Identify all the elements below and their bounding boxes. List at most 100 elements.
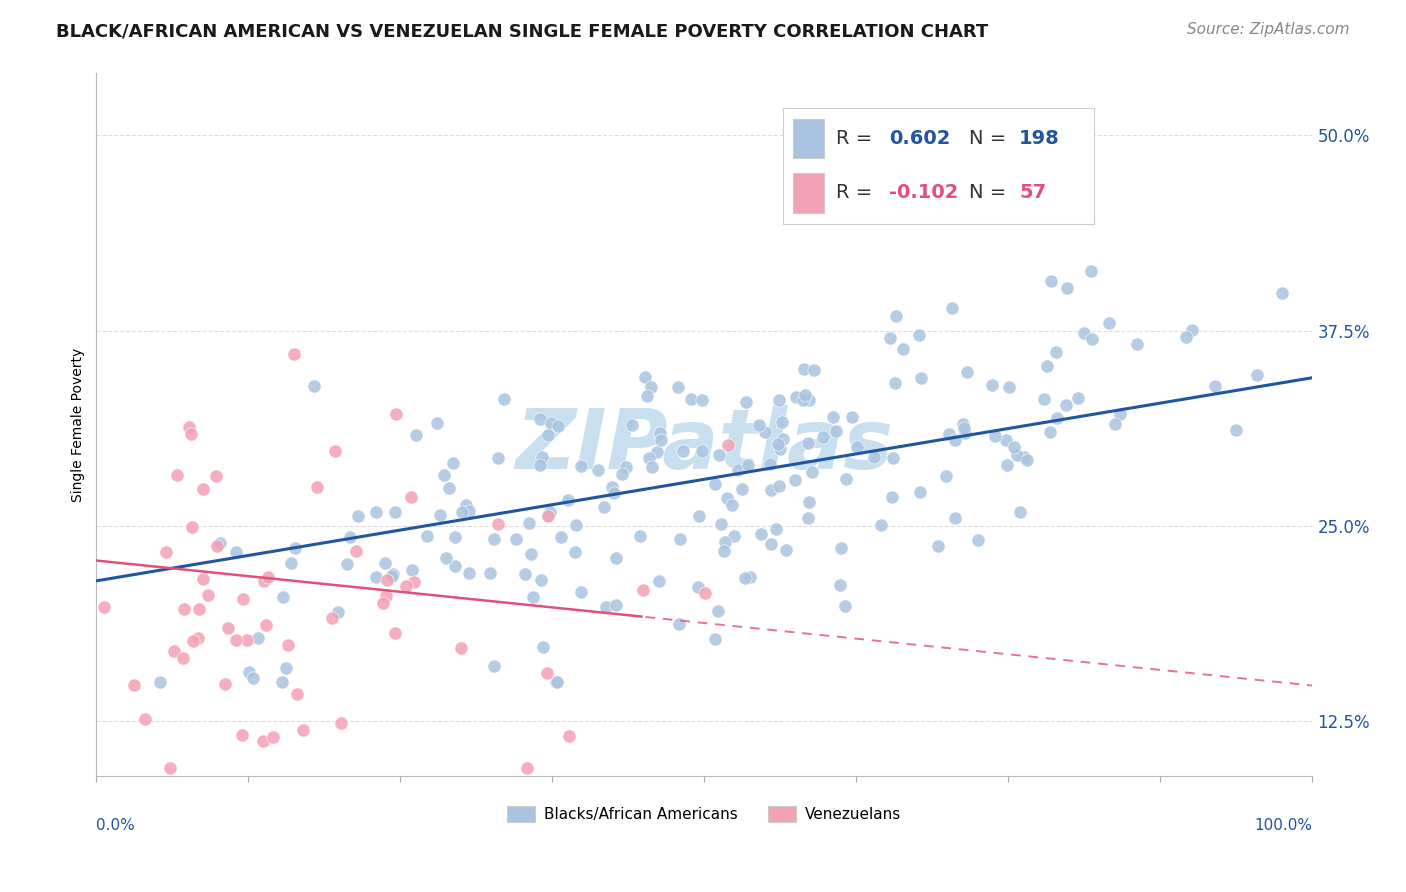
- Point: [177, 420, 200, 434]
- Point: [884, 376, 907, 390]
- Point: [727, 463, 749, 477]
- Point: [540, 417, 562, 431]
- Point: [93, 600, 115, 615]
- Point: [451, 505, 474, 519]
- Text: 0.0%: 0.0%: [97, 818, 135, 833]
- Point: [754, 425, 776, 439]
- Point: [569, 458, 592, 473]
- Point: [529, 412, 551, 426]
- Point: [231, 728, 253, 742]
- Point: [636, 389, 658, 403]
- Point: [155, 545, 177, 559]
- Point: [835, 472, 858, 486]
- Point: [1039, 425, 1062, 439]
- Point: [797, 393, 820, 408]
- Point: [793, 361, 815, 376]
- Point: [444, 559, 467, 574]
- Point: [785, 390, 807, 404]
- Point: [770, 415, 793, 429]
- Point: [943, 510, 966, 524]
- Point: [995, 433, 1018, 447]
- Text: ZIPatlas: ZIPatlas: [516, 405, 893, 486]
- Point: [166, 467, 188, 482]
- Point: [1174, 330, 1197, 344]
- Point: [647, 445, 669, 459]
- Point: [1080, 332, 1102, 346]
- Point: [384, 505, 406, 519]
- Point: [738, 570, 761, 584]
- Point: [710, 516, 733, 531]
- Point: [134, 713, 156, 727]
- Point: [1067, 392, 1090, 406]
- Point: [394, 579, 416, 593]
- Point: [748, 418, 770, 433]
- Point: [484, 659, 506, 673]
- Point: [830, 541, 852, 555]
- Point: [1054, 398, 1077, 412]
- Point: [1056, 280, 1078, 294]
- Point: [605, 598, 627, 612]
- Point: [375, 573, 398, 587]
- Point: [522, 590, 544, 604]
- Point: [1045, 345, 1067, 359]
- Point: [346, 544, 368, 558]
- Point: [205, 469, 228, 483]
- Point: [253, 574, 276, 588]
- Point: [637, 450, 659, 465]
- Point: [1039, 273, 1062, 287]
- Point: [761, 483, 783, 497]
- Point: [1080, 263, 1102, 277]
- Point: [768, 393, 790, 408]
- Point: [274, 661, 297, 675]
- Point: [721, 499, 744, 513]
- Point: [955, 365, 977, 379]
- Point: [304, 379, 326, 393]
- Point: [242, 671, 264, 685]
- Point: [797, 511, 820, 525]
- Point: [569, 585, 592, 599]
- Point: [841, 410, 863, 425]
- Point: [845, 440, 868, 454]
- Point: [443, 456, 465, 470]
- Point: [519, 516, 541, 531]
- Point: [884, 310, 907, 324]
- Point: [984, 429, 1007, 443]
- Point: [1104, 417, 1126, 431]
- Point: [280, 556, 302, 570]
- Point: [271, 675, 294, 690]
- Point: [1126, 336, 1149, 351]
- Point: [941, 301, 963, 316]
- Point: [1271, 285, 1294, 300]
- Point: [193, 482, 215, 496]
- Point: [401, 563, 423, 577]
- Point: [529, 458, 551, 472]
- Point: [122, 678, 145, 692]
- Point: [800, 466, 823, 480]
- Point: [813, 430, 835, 444]
- Point: [952, 417, 974, 432]
- Point: [595, 600, 617, 615]
- Point: [478, 566, 501, 581]
- Point: [537, 508, 560, 523]
- Point: [321, 610, 343, 624]
- Point: [669, 532, 692, 546]
- Point: [536, 508, 558, 522]
- Point: [592, 500, 614, 515]
- Point: [631, 582, 654, 597]
- Point: [546, 675, 568, 690]
- Point: [291, 723, 314, 737]
- Point: [339, 530, 361, 544]
- Point: [995, 458, 1018, 472]
- Point: [927, 539, 949, 553]
- Point: [783, 473, 806, 487]
- Point: [246, 632, 269, 646]
- Text: BLACK/AFRICAN AMERICAN VS VENEZUELAN SINGLE FEMALE POVERTY CORRELATION CHART: BLACK/AFRICAN AMERICAN VS VENEZUELAN SIN…: [56, 22, 988, 40]
- Point: [536, 665, 558, 680]
- Point: [602, 480, 624, 494]
- Point: [172, 650, 194, 665]
- Point: [374, 556, 396, 570]
- Point: [1012, 450, 1035, 464]
- Point: [908, 484, 931, 499]
- Point: [252, 734, 274, 748]
- Point: [1036, 359, 1059, 373]
